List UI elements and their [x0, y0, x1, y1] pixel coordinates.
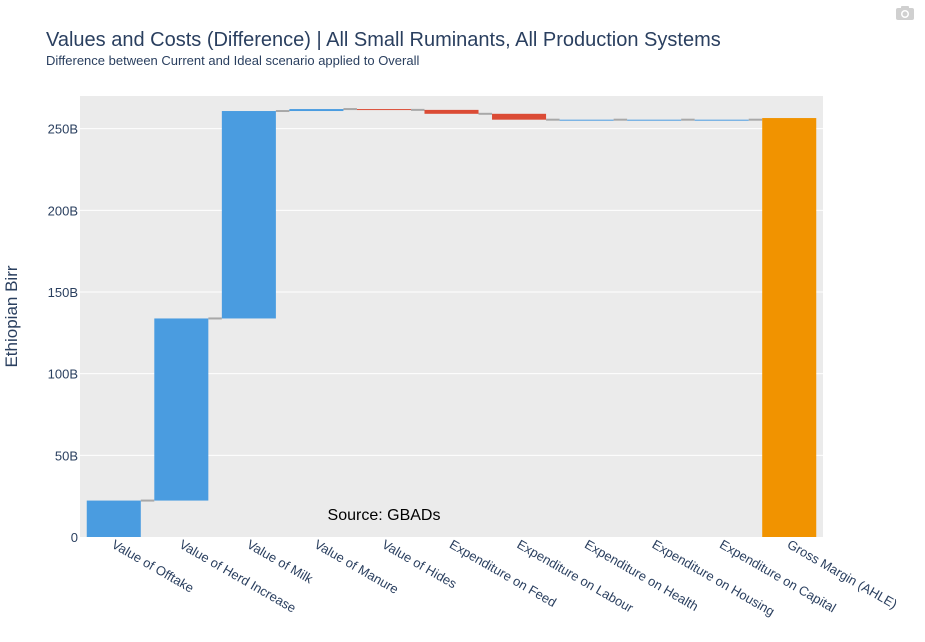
waterfall-bar[interactable] [86, 500, 141, 537]
chart-title: Values and Costs (Difference) | All Smal… [46, 29, 721, 51]
x-tick-label: Gross Margin (AHLE) [785, 537, 900, 612]
y-tick-label: 150B [48, 285, 78, 300]
y-tick-label: 200B [48, 203, 78, 218]
x-tick-label: Expenditure on Capital [717, 537, 839, 616]
waterfall-bar[interactable] [559, 119, 614, 121]
source-annotation: Source: GBADs [328, 507, 441, 524]
waterfall-bar[interactable] [492, 113, 547, 120]
waterfall-bar[interactable] [627, 119, 682, 121]
x-tick-label: Value of Herd Increase [177, 537, 299, 616]
x-tick-label: Expenditure on Labour [515, 537, 637, 616]
waterfall-bar[interactable] [154, 318, 209, 501]
waterfall-bar[interactable] [762, 118, 817, 538]
y-tick-label: 250B [48, 122, 78, 137]
y-tick-label: 100B [48, 367, 78, 382]
waterfall-bar[interactable] [356, 109, 411, 111]
y-axis-label: Ethiopian Birr [2, 265, 21, 367]
x-tick-label: Expenditure on Housing [650, 537, 778, 619]
waterfall-bar[interactable] [289, 109, 344, 112]
waterfall-bar[interactable] [221, 111, 276, 319]
y-tick-label: 50B [55, 448, 78, 463]
camera-icon[interactable] [895, 5, 915, 21]
y-tick-label: 0 [71, 530, 78, 545]
chart-subtitle: Difference between Current and Ideal sce… [46, 53, 420, 68]
waterfall-bar[interactable] [424, 109, 479, 114]
x-tick-label: Expenditure on Health [582, 537, 701, 614]
waterfall-bar[interactable] [694, 119, 749, 121]
